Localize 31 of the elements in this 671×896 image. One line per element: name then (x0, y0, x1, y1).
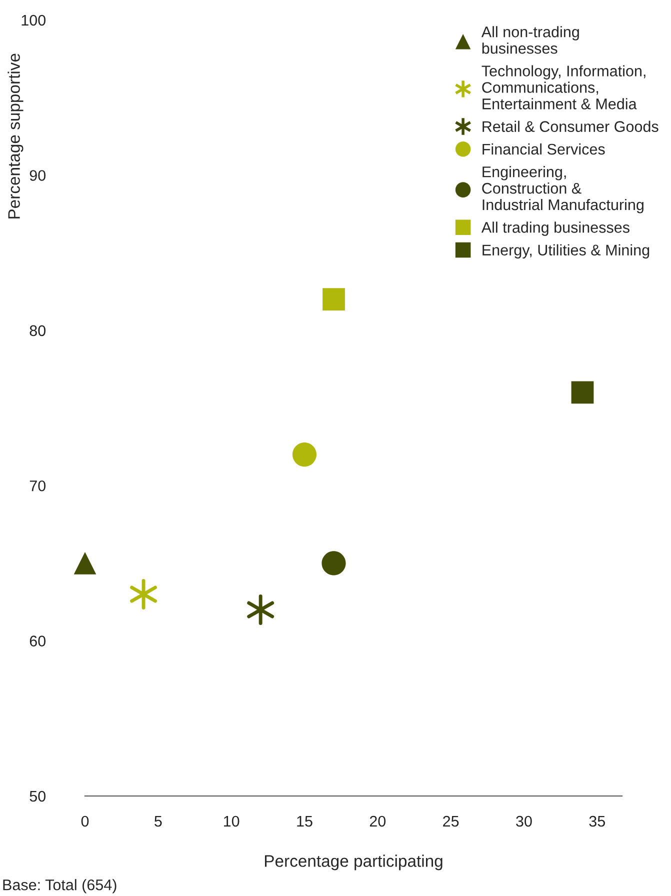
y-tick-label: 100 (22, 14, 46, 26)
point (322, 551, 346, 576)
point (74, 552, 96, 574)
y-tick-label: 80 (30, 325, 46, 336)
x-axis-title: Percentage participating (265, 854, 442, 870)
legend-label: Technology, Information, Communications, Entertainment & Media (482, 65, 646, 110)
point (292, 442, 317, 467)
x-tick-label: 25 (443, 816, 459, 827)
legend-label: Financial Services (482, 143, 605, 155)
x-tick-label: 35 (589, 816, 605, 827)
x-tick-label: 0 (81, 816, 89, 827)
x-tick-label: 20 (370, 816, 386, 827)
point (130, 578, 157, 610)
point (322, 288, 345, 311)
x-tick-label: 10 (224, 816, 240, 827)
legend-label: All trading businesses (481, 222, 630, 236)
y-tick-label: 60 (30, 636, 46, 646)
x-tick-label: 5 (154, 816, 162, 827)
legend-label: Retail & Consumer Goods (482, 120, 658, 132)
y-tick-label: 70 (30, 480, 46, 492)
legend-label: Engineering, Construction & Industrial Manufacturing (482, 166, 644, 214)
legend-label: All non-trading businesses (481, 26, 579, 54)
y-tick-label: 50 (30, 790, 46, 802)
point (247, 594, 274, 626)
x-tick-label: 15 (297, 816, 312, 827)
y-tick-label: 90 (30, 170, 46, 181)
legend-label: Energy, Utilities & Mining (482, 244, 650, 258)
text: Base: Total (654) (3, 879, 116, 894)
point (571, 381, 594, 404)
x-tick-label: 30 (516, 816, 532, 827)
y-axis-title: Percentage supportive (8, 54, 24, 218)
